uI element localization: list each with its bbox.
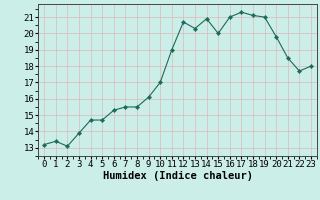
X-axis label: Humidex (Indice chaleur): Humidex (Indice chaleur): [103, 171, 252, 181]
